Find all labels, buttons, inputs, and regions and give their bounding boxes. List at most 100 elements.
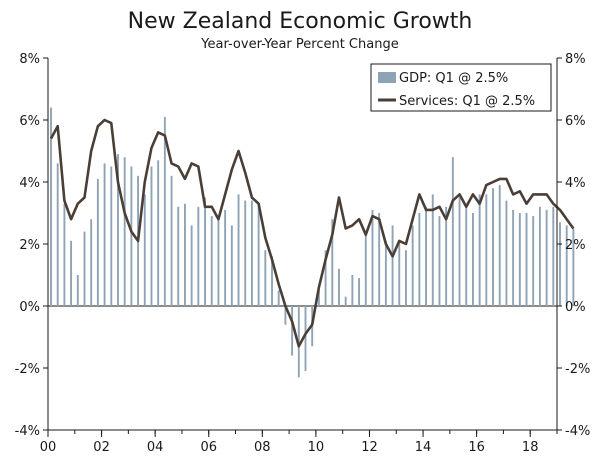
legend-label-gdp: GDP: Q1 @ 2.5% <box>399 71 508 86</box>
gdp-bar <box>76 275 79 306</box>
legend-label-services: Services: Q1 @ 2.5% <box>399 94 535 109</box>
gdp-bar <box>458 197 461 306</box>
y-tick-label-left: 2% <box>19 238 40 253</box>
gdp-bar <box>358 278 361 306</box>
gdp-bar <box>405 250 407 306</box>
gdp-bar <box>123 157 126 306</box>
x-tick-label: 18 <box>522 440 539 455</box>
gdp-bar <box>445 206 448 306</box>
gdp-bars <box>50 107 575 378</box>
gdp-bar <box>291 306 294 356</box>
gdp-bar <box>559 222 561 306</box>
gdp-bar <box>565 225 568 306</box>
gdp-bar <box>572 228 575 306</box>
gdp-bar <box>498 185 501 306</box>
gdp-bar <box>518 213 521 306</box>
x-tick-label: 06 <box>200 440 217 455</box>
gdp-bar <box>163 116 166 307</box>
gdp-bar <box>378 213 381 306</box>
y-tick-label-right: 6% <box>565 114 586 129</box>
gdp-bar <box>96 178 99 306</box>
legend-swatch-gdp <box>378 72 396 83</box>
y-tick-label-right: 2% <box>565 238 586 253</box>
y-axis-left-ticks: -4% -2% 0% 2% 4% 6% 8% <box>15 52 48 439</box>
gdp-bar <box>418 213 421 306</box>
gdp-bar <box>512 209 515 306</box>
y-axis-right-ticks: -4% -2% 0% 2% 4% 6% 8% <box>557 52 590 439</box>
gdp-bar <box>451 157 454 306</box>
y-tick-label-left: 4% <box>19 176 40 191</box>
x-tick-label: 10 <box>308 440 325 455</box>
y-tick-label-left: 0% <box>19 300 40 315</box>
gdp-bar <box>271 256 273 306</box>
gdp-bar <box>103 163 106 306</box>
chart-title: New Zealand Economic Growth <box>128 9 473 34</box>
x-tick-label: 08 <box>254 440 271 455</box>
gdp-bar <box>338 268 340 306</box>
gdp-bar <box>217 216 220 306</box>
legend: GDP: Q1 @ 2.5% Services: Q1 @ 2.5% <box>370 63 552 112</box>
y-tick-label-right: -4% <box>565 424 590 439</box>
gdp-bar <box>398 240 401 306</box>
services-line-layer <box>49 118 575 348</box>
gdp-bar <box>492 188 494 306</box>
legend-box <box>370 63 552 112</box>
gdp-bar <box>284 306 287 325</box>
gdp-bar <box>50 107 52 306</box>
gdp-bar <box>257 203 260 306</box>
gdp-bar <box>471 213 474 306</box>
y-tick-label-left: -4% <box>15 424 40 439</box>
gdp-bar <box>331 219 334 306</box>
gdp-bar <box>525 213 528 306</box>
gdp-bar <box>411 225 414 306</box>
gdp-bar <box>351 275 354 306</box>
chart-subtitle: Year-over-Year Percent Change <box>200 37 398 52</box>
gdp-bar <box>157 160 160 306</box>
gdp-bar <box>143 194 146 306</box>
x-tick-label: 02 <box>93 440 110 455</box>
gdp-bar <box>63 203 66 306</box>
gdp-bar <box>485 194 488 306</box>
gdp-bar <box>425 206 427 306</box>
gdp-bar <box>117 154 119 306</box>
gdp-bar <box>90 219 93 306</box>
x-tick-label: 04 <box>147 440 164 455</box>
gdp-bar <box>505 200 508 306</box>
gdp-bar <box>150 166 153 306</box>
gdp-bar <box>538 206 541 306</box>
x-tick-label: 12 <box>361 440 378 455</box>
gdp-bar <box>277 290 280 306</box>
y-tick-label-right: -2% <box>565 362 590 377</box>
y-tick-label-left: 6% <box>19 114 40 129</box>
x-tick-label: 00 <box>40 440 57 455</box>
gdp-bar <box>317 287 320 306</box>
y-tick-label-left: -2% <box>15 362 40 377</box>
gdp-bar <box>70 240 73 306</box>
x-tick-label: 16 <box>468 440 485 455</box>
gdp-bar <box>478 194 481 306</box>
gdp-bar <box>237 194 240 306</box>
gdp-bar <box>204 197 206 306</box>
x-tick-label: 14 <box>415 440 432 455</box>
gdp-bar <box>371 209 374 306</box>
gdp-bar <box>364 234 367 306</box>
y-tick-label-left: 8% <box>19 52 40 67</box>
gdp-bar <box>465 203 468 306</box>
y-tick-label-right: 0% <box>565 300 586 315</box>
gdp-bar <box>264 250 267 306</box>
gdp-bar <box>431 194 434 306</box>
gdp-bar <box>184 203 186 306</box>
gdp-bar <box>197 206 200 306</box>
gdp-bar <box>110 166 113 306</box>
gdp-bar <box>56 163 59 306</box>
gdp-bar <box>170 175 173 306</box>
gdp-bar <box>545 209 548 306</box>
gdp-bar <box>250 200 253 306</box>
gdp-bar <box>210 216 213 306</box>
gdp-bar <box>324 250 327 306</box>
y-tick-label-right: 8% <box>565 52 586 67</box>
gdp-bar <box>391 225 394 306</box>
gdp-bar <box>244 200 247 306</box>
gdp-bar <box>384 240 387 306</box>
